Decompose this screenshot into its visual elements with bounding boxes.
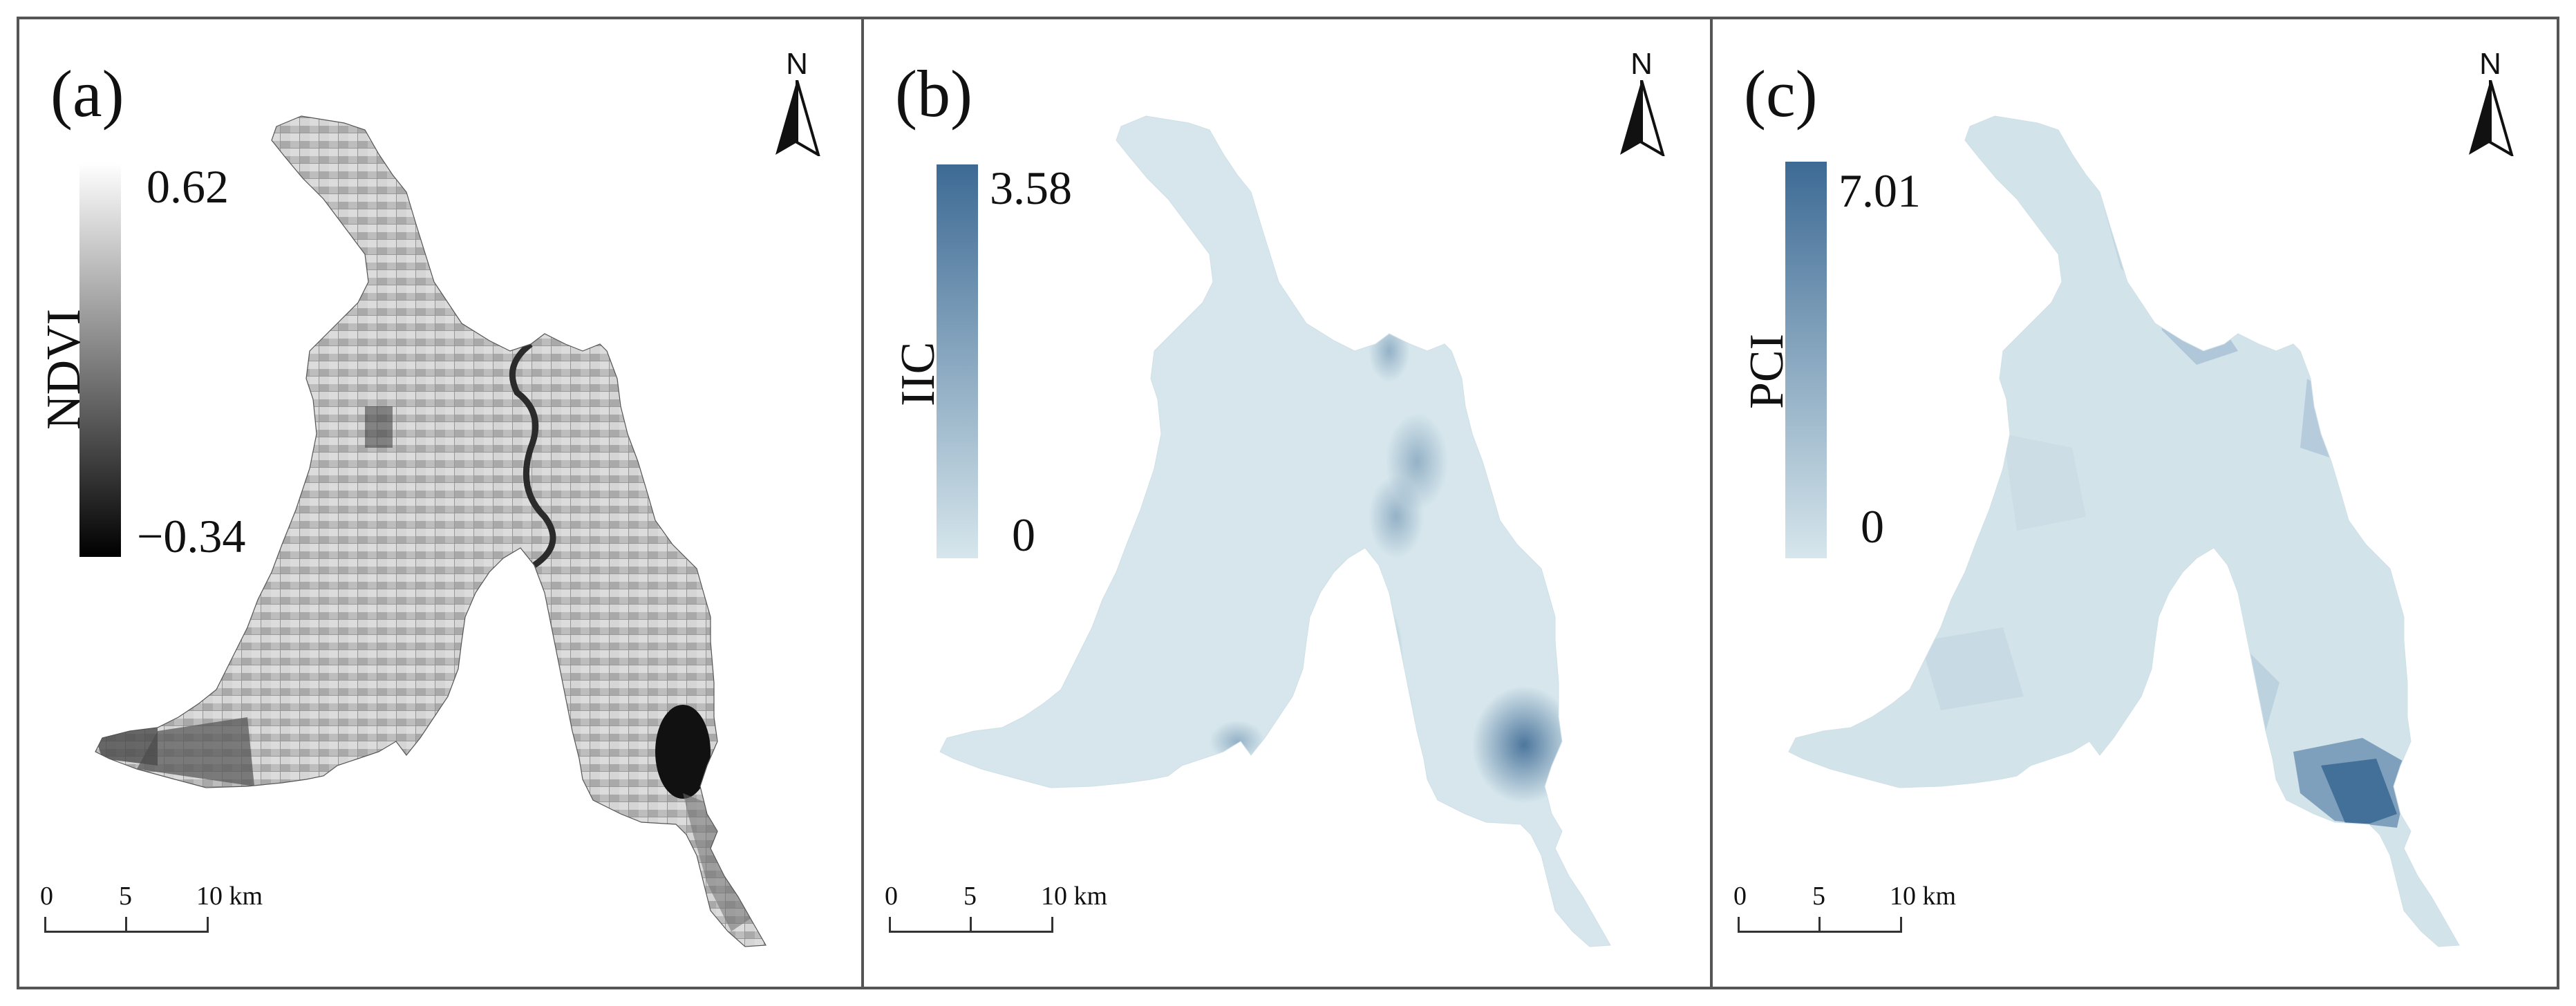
legend-title: NDVI bbox=[37, 309, 91, 430]
scale-bar: 0 5 10 km bbox=[885, 873, 1107, 942]
north-letter: N bbox=[1630, 47, 1653, 81]
scale-tick-0: 0 bbox=[40, 882, 53, 911]
panel-label: (a) bbox=[50, 57, 124, 131]
panel-iic: (b) N 3.58 0 IIC 0 5 10 km bbox=[861, 17, 1713, 989]
scale-tick-5: 5 bbox=[963, 882, 977, 911]
legend-title: IIC bbox=[892, 341, 945, 406]
iic-map bbox=[939, 115, 1611, 947]
scale-tick-10: 10 km bbox=[1890, 882, 1957, 911]
scale-tick-10: 10 km bbox=[1041, 882, 1108, 911]
scale-tick-5: 5 bbox=[1812, 882, 1825, 911]
legend-title: PCI bbox=[1740, 334, 1794, 409]
legend-min: 0 bbox=[1861, 500, 1884, 553]
legend-max: 7.01 bbox=[1839, 164, 1921, 217]
panel-ndvi: (a) N 0.62 −0.34 NDVI 0 5 10 km bbox=[17, 17, 864, 989]
north-arrow-icon bbox=[2469, 80, 2514, 156]
legend-colorbar bbox=[937, 164, 978, 558]
scale-bar: 0 5 10 km bbox=[40, 873, 263, 942]
panel-label: (c) bbox=[1744, 57, 1818, 131]
north-arrow: N bbox=[2459, 47, 2521, 171]
panel-label: (b) bbox=[895, 57, 972, 131]
north-arrow-icon bbox=[775, 80, 820, 156]
scale-tick-10: 10 km bbox=[196, 882, 263, 911]
north-arrow: N bbox=[766, 47, 828, 171]
north-letter: N bbox=[786, 47, 808, 81]
scale-tick-5: 5 bbox=[119, 882, 132, 911]
north-letter: N bbox=[2479, 47, 2501, 81]
legend-min: 0 bbox=[1012, 509, 1035, 561]
panel-pci: (c) N 7.01 0 PCI 0 5 10 km bbox=[1710, 17, 2559, 989]
legend-colorbar bbox=[79, 163, 121, 557]
scale-tick-0: 0 bbox=[885, 882, 898, 911]
legend-max: 3.58 bbox=[990, 162, 1072, 214]
legend-colorbar bbox=[1785, 162, 1827, 558]
pci-map bbox=[1788, 115, 2460, 947]
legend-min: −0.34 bbox=[137, 510, 246, 562]
scale-tick-0: 0 bbox=[1733, 882, 1747, 911]
legend-max: 0.62 bbox=[147, 160, 229, 213]
north-arrow-icon bbox=[1620, 80, 1665, 156]
ndvi-map bbox=[95, 115, 767, 947]
north-arrow: N bbox=[1610, 47, 1673, 171]
scale-bar: 0 5 10 km bbox=[1733, 873, 1956, 942]
